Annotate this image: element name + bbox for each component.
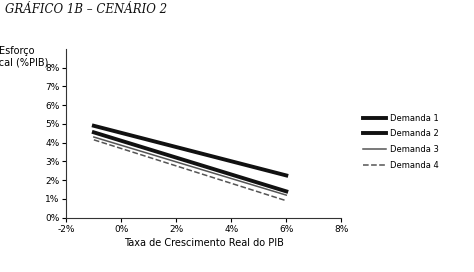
Text: Esforço
Fiscal (%PIB): Esforço Fiscal (%PIB) [0,46,48,67]
Line: Demanda 1: Demanda 1 [94,126,286,175]
Demanda 4 [283,199,289,202]
Demanda 3 [91,135,97,139]
X-axis label: Taxa de Crescimento Real do PIB: Taxa de Crescimento Real do PIB [124,238,284,248]
Demanda 2 [283,190,289,193]
Demanda 2 [91,131,97,134]
Legend: Demanda 1, Demanda 2, Demanda 3, Demanda 4: Demanda 1, Demanda 2, Demanda 3, Demanda… [360,111,442,172]
Demanda 3 [283,193,289,197]
Demanda 1 [283,174,289,177]
Line: Demanda 2: Demanda 2 [94,132,286,191]
Line: Demanda 4: Demanda 4 [94,140,286,201]
Demanda 1 [91,124,97,127]
Demanda 4 [91,138,97,141]
Line: Demanda 3: Demanda 3 [94,137,286,195]
Text: GRÁFICO 1B – CENÁRIO 2: GRÁFICO 1B – CENÁRIO 2 [5,3,167,16]
